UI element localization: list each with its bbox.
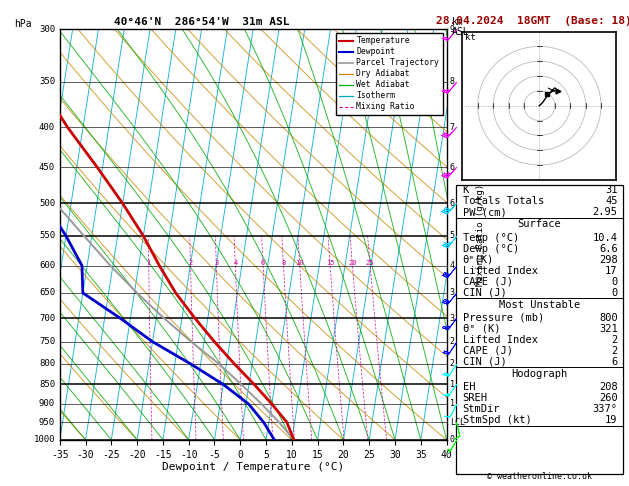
Text: hPa: hPa [14, 19, 31, 30]
Text: 350: 350 [39, 77, 55, 86]
Text: Temp (°C): Temp (°C) [463, 233, 519, 243]
Text: 8: 8 [450, 77, 455, 86]
Text: StmSpd (kt): StmSpd (kt) [463, 416, 532, 425]
Text: 600: 600 [39, 261, 55, 270]
Text: 2: 2 [611, 346, 618, 356]
Text: CIN (J): CIN (J) [463, 288, 506, 297]
Text: 0: 0 [611, 288, 618, 297]
Text: kt: kt [465, 34, 476, 42]
Text: 10.4: 10.4 [593, 233, 618, 243]
Text: 17: 17 [605, 265, 618, 276]
Text: CAPE (J): CAPE (J) [463, 277, 513, 287]
Text: Surface: Surface [518, 219, 561, 229]
Text: SREH: SREH [463, 393, 487, 403]
Text: 45: 45 [605, 196, 618, 206]
Text: 750: 750 [39, 337, 55, 346]
Text: 298: 298 [599, 255, 618, 264]
Text: Lifted Index: Lifted Index [463, 335, 538, 345]
Text: PW (cm): PW (cm) [463, 207, 506, 217]
Text: K: K [463, 185, 469, 195]
Text: 900: 900 [39, 399, 55, 408]
Text: Totals Totals: Totals Totals [463, 196, 544, 206]
Text: 8: 8 [281, 260, 286, 265]
Text: CIN (J): CIN (J) [463, 357, 506, 367]
Text: 650: 650 [39, 288, 55, 297]
Text: 9: 9 [450, 25, 455, 34]
Text: 208: 208 [599, 382, 618, 392]
Text: 7: 7 [450, 123, 455, 132]
Text: 6: 6 [450, 199, 455, 208]
Text: 2.95: 2.95 [593, 207, 618, 217]
Text: 800: 800 [39, 359, 55, 368]
Text: 3: 3 [214, 260, 218, 265]
Text: 6.6: 6.6 [599, 243, 618, 254]
Text: 6: 6 [611, 357, 618, 367]
Text: 500: 500 [39, 199, 55, 208]
Text: 5: 5 [450, 231, 455, 241]
Text: CAPE (J): CAPE (J) [463, 346, 513, 356]
Text: 28.04.2024  18GMT  (Base: 18): 28.04.2024 18GMT (Base: 18) [435, 16, 629, 26]
Text: 40°46'N  286°54'W  31m ASL: 40°46'N 286°54'W 31m ASL [113, 17, 289, 27]
Text: 800: 800 [599, 313, 618, 323]
Text: km: km [452, 17, 464, 27]
Text: LCL: LCL [450, 418, 465, 427]
Text: 0: 0 [611, 277, 618, 287]
Text: 400: 400 [39, 123, 55, 132]
Text: ASL: ASL [452, 27, 469, 37]
Legend: Temperature, Dewpoint, Parcel Trajectory, Dry Adiabat, Wet Adiabat, Isotherm, Mi: Temperature, Dewpoint, Parcel Trajectory… [335, 33, 443, 115]
X-axis label: Dewpoint / Temperature (°C): Dewpoint / Temperature (°C) [162, 462, 344, 472]
Text: 1: 1 [450, 380, 455, 389]
Text: 950: 950 [39, 418, 55, 427]
Text: StmDir: StmDir [463, 404, 500, 415]
Text: 700: 700 [39, 313, 55, 323]
Text: 2: 2 [188, 260, 192, 265]
Text: 15: 15 [326, 260, 335, 265]
Text: Pressure (mb): Pressure (mb) [463, 313, 544, 323]
Text: 3: 3 [450, 313, 455, 323]
Text: 19: 19 [605, 416, 618, 425]
Text: © weatheronline.co.uk: © weatheronline.co.uk [487, 472, 592, 481]
Text: 2: 2 [450, 337, 455, 346]
Text: 2: 2 [450, 359, 455, 368]
Text: 1: 1 [450, 399, 455, 408]
Text: θᵉ (K): θᵉ (K) [463, 324, 500, 334]
Text: 6: 6 [261, 260, 265, 265]
Text: 10: 10 [296, 260, 304, 265]
Text: 1000: 1000 [33, 435, 55, 444]
Text: 1: 1 [147, 260, 151, 265]
Text: θᵉ(K): θᵉ(K) [463, 255, 494, 264]
Text: 20: 20 [348, 260, 357, 265]
Text: 3: 3 [450, 288, 455, 297]
Text: EH: EH [463, 382, 475, 392]
Text: 25: 25 [366, 260, 374, 265]
Text: Lifted Index: Lifted Index [463, 265, 538, 276]
Text: 550: 550 [39, 231, 55, 241]
Text: 850: 850 [39, 380, 55, 389]
Text: 300: 300 [39, 25, 55, 34]
Text: Hodograph: Hodograph [511, 369, 567, 379]
Text: 450: 450 [39, 163, 55, 172]
Text: Dewp (°C): Dewp (°C) [463, 243, 519, 254]
Text: Mixing Ratio (g/kg): Mixing Ratio (g/kg) [476, 183, 484, 286]
Text: 2: 2 [611, 335, 618, 345]
Text: 321: 321 [599, 324, 618, 334]
Text: 0: 0 [450, 435, 455, 444]
Text: 4: 4 [233, 260, 238, 265]
Text: 31: 31 [605, 185, 618, 195]
Text: 4: 4 [450, 261, 455, 270]
Text: 337°: 337° [593, 404, 618, 415]
Text: Most Unstable: Most Unstable [499, 300, 580, 310]
Text: 260: 260 [599, 393, 618, 403]
Text: 6: 6 [450, 163, 455, 172]
